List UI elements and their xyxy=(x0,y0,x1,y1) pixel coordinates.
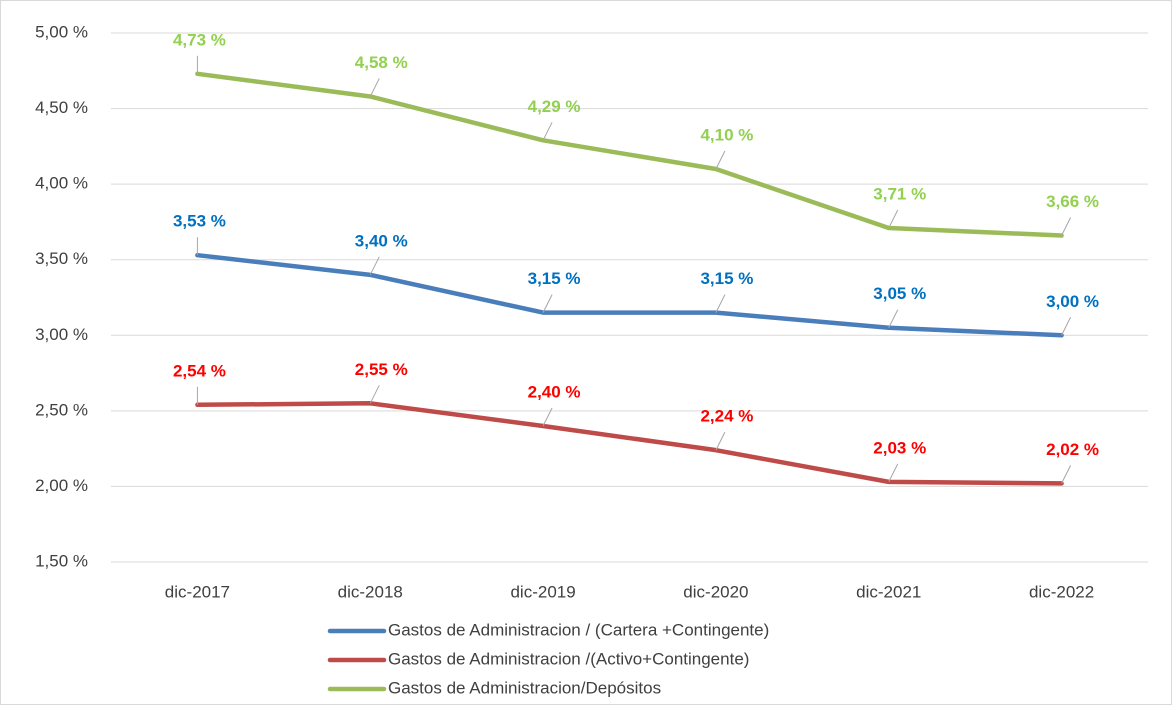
legend-label: Gastos de Administracion/Depósitos xyxy=(388,678,661,697)
y-tick-label: 4,50 % xyxy=(35,98,88,117)
data-label: 2,03 % xyxy=(873,438,926,457)
data-label: 3,05 % xyxy=(873,284,926,303)
data-label: 3,15 % xyxy=(528,269,581,288)
leader-line xyxy=(1061,465,1072,484)
x-tick-label: dic-2017 xyxy=(165,582,230,601)
series-line xyxy=(195,252,1064,338)
data-label: 2,40 % xyxy=(528,382,581,401)
data-label: 3,71 % xyxy=(873,184,926,203)
x-tick-label: dic-2020 xyxy=(683,582,748,601)
data-label: 3,66 % xyxy=(1046,192,1099,211)
leader-line xyxy=(542,407,553,427)
x-tick-label: dic-2022 xyxy=(1029,582,1094,601)
data-label: 4,29 % xyxy=(528,97,581,116)
leader-line xyxy=(715,294,726,313)
y-tick-label: 1,50 % xyxy=(35,551,88,570)
data-label: 4,58 % xyxy=(355,53,408,72)
y-tick-label: 3,50 % xyxy=(35,249,88,268)
data-label: 3,53 % xyxy=(173,212,226,231)
leader-line xyxy=(542,122,553,141)
leader-line xyxy=(888,209,899,229)
y-tick-label: 2,50 % xyxy=(35,400,88,419)
y-tick-label: 5,00 % xyxy=(35,22,88,41)
leader-line xyxy=(715,431,726,451)
leader-line xyxy=(1061,217,1072,236)
leader-line xyxy=(1061,317,1072,336)
data-label: 2,24 % xyxy=(700,407,753,426)
x-tick-label: dic-2021 xyxy=(856,582,921,601)
y-tick-label: 4,00 % xyxy=(35,174,88,193)
leader-line xyxy=(542,294,553,313)
leader-line xyxy=(369,256,380,276)
y-tick-label: 2,00 % xyxy=(35,476,88,495)
data-label: 4,10 % xyxy=(700,126,753,145)
x-tick-label: dic-2018 xyxy=(338,582,403,601)
leader-line xyxy=(369,78,380,97)
data-label: 3,15 % xyxy=(700,269,753,288)
leader-line xyxy=(888,463,899,483)
data-label: 2,54 % xyxy=(173,361,226,380)
data-label: 2,02 % xyxy=(1046,440,1099,459)
legend-label: Gastos de Administracion / (Cartera +Con… xyxy=(388,620,769,639)
data-label: 4,73 % xyxy=(173,30,226,49)
leader-line xyxy=(369,385,380,404)
series-line xyxy=(195,71,1064,238)
leader-line xyxy=(715,150,726,170)
x-tick-label: dic-2019 xyxy=(510,582,575,601)
data-label: 3,40 % xyxy=(355,231,408,250)
series-line xyxy=(195,401,1064,486)
y-tick-label: 3,00 % xyxy=(35,325,88,344)
data-label: 3,00 % xyxy=(1046,292,1099,311)
leader-line xyxy=(888,309,899,328)
data-label: 2,55 % xyxy=(355,360,408,379)
legend-label: Gastos de Administracion /(Activo+Contin… xyxy=(388,649,749,668)
